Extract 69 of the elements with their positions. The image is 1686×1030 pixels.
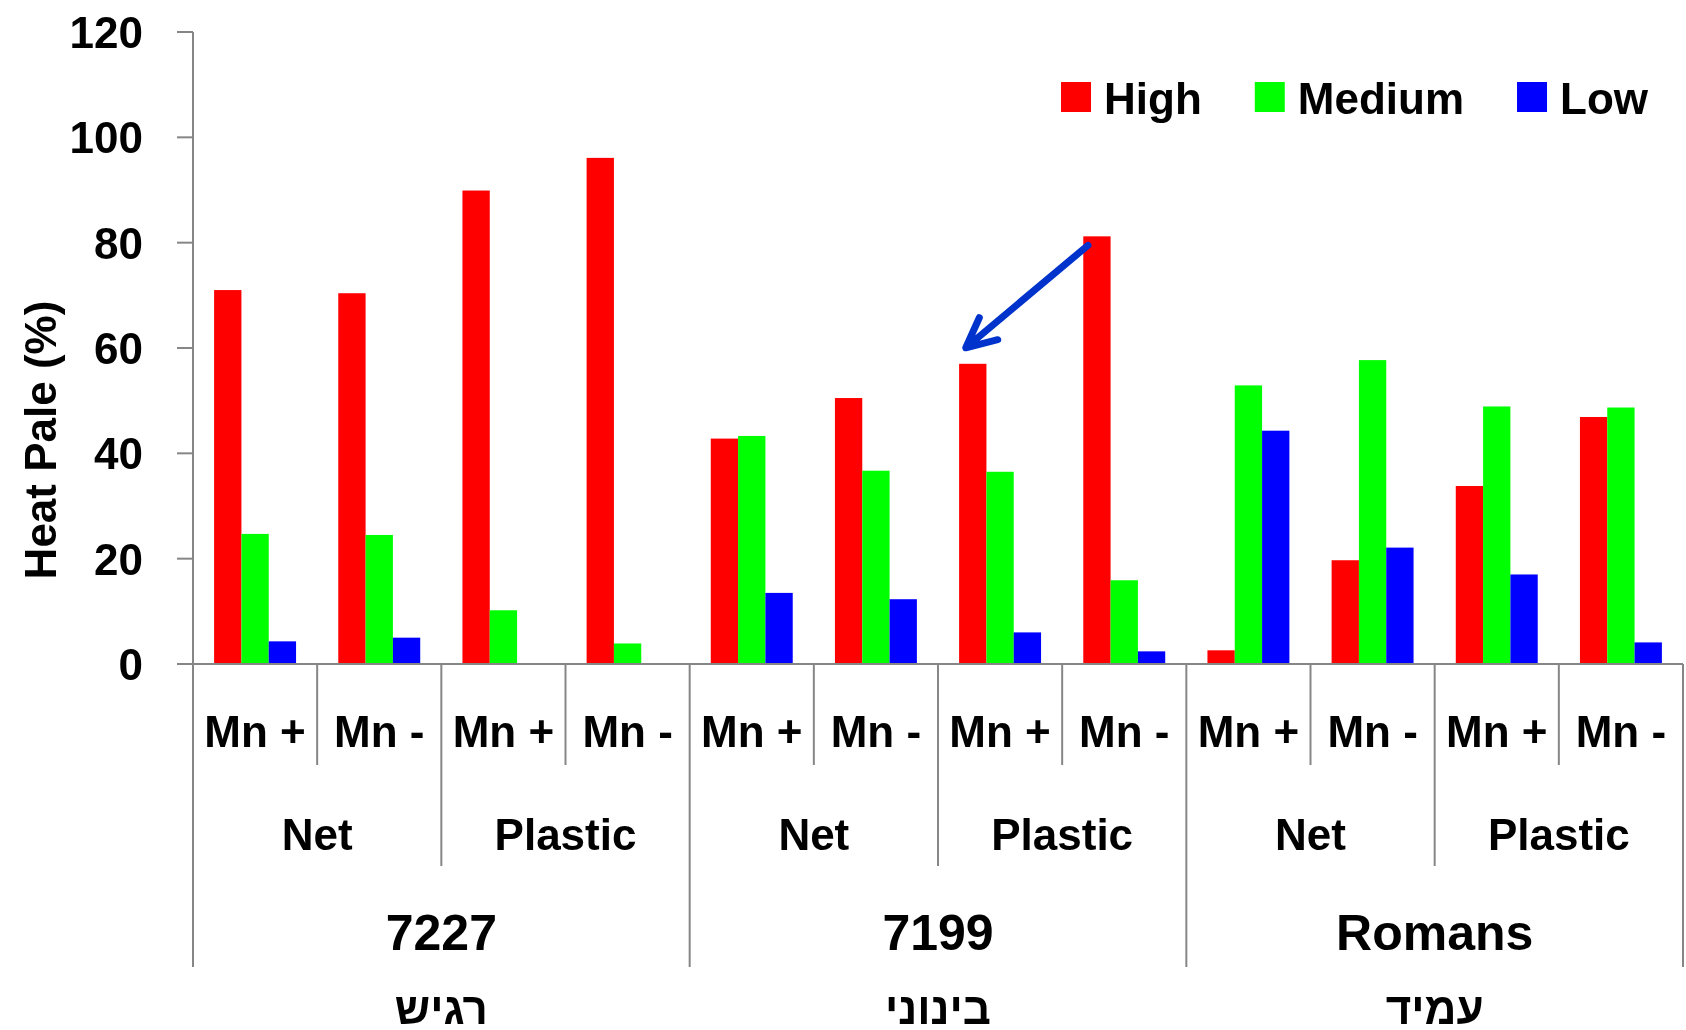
x-tick-label: Mn - bbox=[830, 707, 922, 756]
bar bbox=[489, 610, 518, 664]
bar bbox=[1234, 385, 1263, 664]
bar bbox=[710, 438, 739, 664]
bar bbox=[1110, 580, 1138, 664]
bar bbox=[1137, 651, 1166, 664]
y-tick-label: 120 bbox=[69, 8, 143, 57]
x-tick-label: Mn + bbox=[1197, 707, 1300, 756]
bar bbox=[1510, 574, 1538, 664]
text: עמיד bbox=[1385, 983, 1484, 1030]
x-tick-label: Mn + bbox=[949, 707, 1051, 756]
bar bbox=[1083, 236, 1111, 664]
bar bbox=[1455, 485, 1484, 664]
y-tick-label: 0 bbox=[118, 640, 143, 689]
x-tick-label: Mn - bbox=[1575, 707, 1667, 756]
bar bbox=[834, 398, 863, 664]
bar bbox=[1607, 407, 1635, 664]
bar bbox=[214, 290, 242, 664]
bar bbox=[586, 157, 614, 664]
bar bbox=[986, 471, 1014, 664]
text: Plastic bbox=[1487, 809, 1630, 859]
y-tick-label: 80 bbox=[94, 218, 143, 268]
y-tick-label: 100 bbox=[69, 113, 143, 163]
text: Plastic bbox=[494, 809, 637, 859]
text: רגיש bbox=[394, 983, 488, 1030]
bar bbox=[1483, 406, 1511, 664]
text: Net bbox=[281, 809, 353, 859]
x-tick-label: Mn - bbox=[582, 707, 673, 756]
bar bbox=[392, 637, 421, 664]
legend-label: Medium bbox=[1297, 73, 1465, 123]
bar bbox=[1386, 547, 1414, 664]
text: 7199 bbox=[882, 905, 994, 961]
x-tick-label: Mn - bbox=[1327, 707, 1418, 756]
bar bbox=[462, 190, 490, 664]
legend-label: High bbox=[1104, 73, 1202, 123]
x-tick-label: Mn + bbox=[701, 707, 803, 756]
x-tick-label: Mn - bbox=[334, 707, 425, 756]
y-tick-label: 40 bbox=[94, 429, 143, 479]
y-axis-title: Heat Pale (%) bbox=[16, 300, 65, 580]
text: 7227 bbox=[385, 905, 497, 961]
x-tick-label: Mn - bbox=[1079, 707, 1170, 756]
bar bbox=[1634, 642, 1662, 664]
text: Romans bbox=[1336, 905, 1534, 961]
text: בינוני bbox=[885, 983, 991, 1030]
bar bbox=[1579, 416, 1608, 664]
bar bbox=[738, 435, 766, 664]
bar bbox=[241, 533, 269, 664]
bar bbox=[862, 470, 890, 664]
legend-label: Low bbox=[1560, 73, 1649, 123]
x-tick-label: Mn + bbox=[204, 707, 306, 756]
bar bbox=[1207, 650, 1235, 664]
bar bbox=[1262, 430, 1290, 664]
bar bbox=[959, 363, 987, 664]
text: Net bbox=[1275, 809, 1347, 859]
bar bbox=[1013, 632, 1042, 664]
bar bbox=[613, 643, 642, 664]
text: Net bbox=[778, 809, 850, 859]
bar bbox=[338, 293, 366, 664]
x-tick-label: Mn + bbox=[452, 707, 555, 756]
x-tick-label: Mn + bbox=[1446, 707, 1548, 756]
y-tick-label: 20 bbox=[94, 534, 143, 584]
bar bbox=[889, 599, 917, 664]
bar bbox=[1331, 560, 1359, 664]
bar bbox=[765, 592, 793, 664]
text: Plastic bbox=[991, 809, 1134, 859]
y-tick-label: 60 bbox=[94, 324, 143, 373]
bar bbox=[365, 534, 393, 664]
bar bbox=[1358, 360, 1387, 664]
bar bbox=[268, 641, 297, 664]
